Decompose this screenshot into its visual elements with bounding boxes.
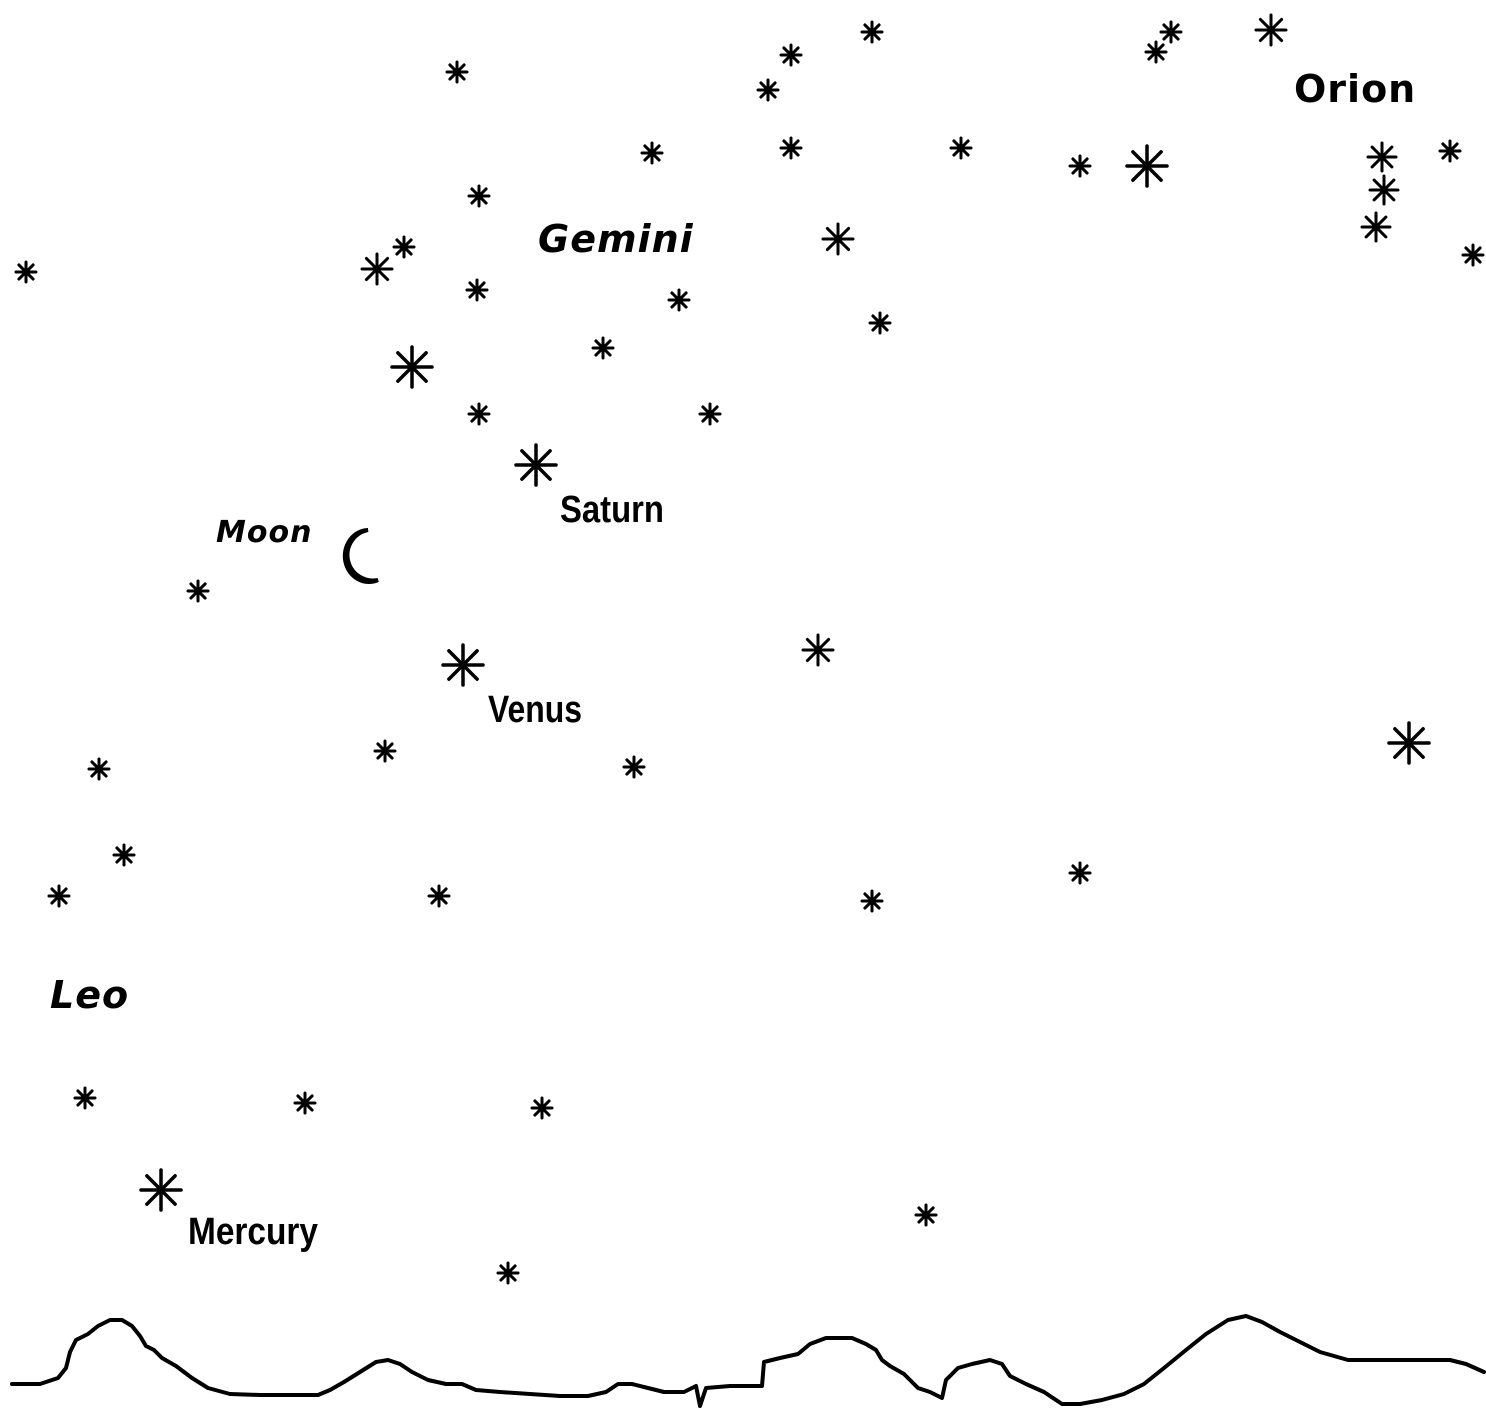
star-icon [87, 757, 111, 781]
star-icon [530, 1096, 554, 1120]
star-icon [698, 402, 722, 426]
star-icon [1068, 861, 1092, 885]
star-icon [139, 1168, 183, 1212]
star-icon [1125, 144, 1169, 188]
star-icon [14, 260, 38, 284]
star-icon [467, 402, 491, 426]
star-icon [914, 1203, 938, 1227]
moon-icon [342, 528, 379, 584]
leo-label: Leo [50, 973, 129, 1017]
star-icon [392, 235, 416, 259]
star-icon [821, 222, 855, 256]
star-icon [1368, 174, 1400, 206]
gemini-label: Gemini [538, 217, 694, 261]
star-icon [779, 43, 803, 67]
star-icon [293, 1091, 317, 1115]
star-icon [1461, 243, 1485, 267]
star-icon [949, 136, 973, 160]
star-icon [467, 184, 491, 208]
star-icon [186, 579, 210, 603]
star-icon [640, 141, 664, 165]
star-icon [445, 60, 469, 84]
star-icon [390, 345, 434, 389]
star-icon [756, 78, 780, 102]
star-icon [465, 278, 489, 302]
star-icon [73, 1086, 97, 1110]
star-icon [1254, 13, 1288, 47]
star-icon [591, 336, 615, 360]
star-icon [860, 20, 884, 44]
star-icon [427, 884, 451, 908]
mercury-label: Mercury [188, 1211, 318, 1253]
star-icon [868, 311, 892, 335]
star-icon [860, 889, 884, 913]
saturn-label: Saturn [560, 489, 664, 531]
star-icon [1068, 154, 1092, 178]
venus-label: Venus [488, 689, 582, 731]
star-icon [496, 1261, 520, 1285]
orion-label: Orion [1294, 67, 1416, 111]
star-icon [801, 633, 835, 667]
moon-label: Moon [216, 515, 312, 550]
mountain-horizon-line [10, 1314, 1486, 1408]
star-icon [779, 136, 803, 160]
star-icon [622, 755, 646, 779]
star-icon [1438, 139, 1462, 163]
star-icon [514, 443, 558, 487]
star-icon [667, 288, 691, 312]
star-icon [1144, 40, 1168, 64]
star-icon [373, 739, 397, 763]
star-icon [441, 643, 485, 687]
star-icon [1159, 20, 1183, 44]
star-icon [1360, 211, 1392, 243]
stars-layer [14, 13, 1485, 1285]
star-icon [47, 884, 71, 908]
star-icon [1387, 721, 1431, 765]
star-icon [1366, 141, 1398, 173]
star-icon [112, 843, 136, 867]
star-icon [360, 252, 394, 286]
